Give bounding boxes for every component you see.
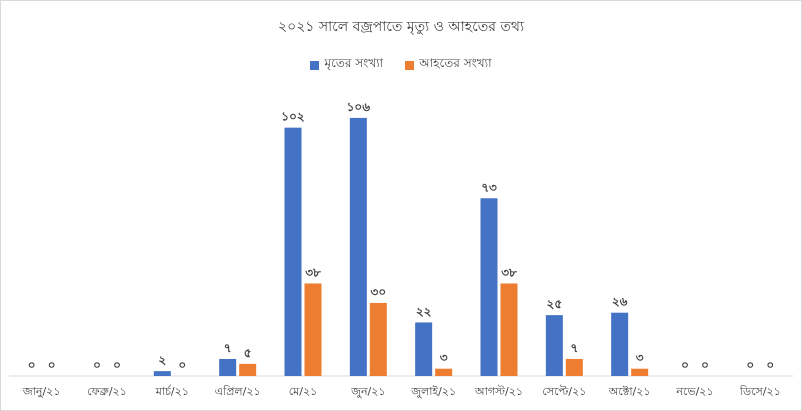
bar-deaths: [545, 315, 563, 376]
data-label-injured: ০: [701, 358, 709, 372]
data-label-injured: ৫: [244, 346, 252, 360]
data-label-injured: ৩৮: [305, 265, 321, 279]
bar-injured: [239, 363, 257, 376]
x-tick-label: ডিসে/২১: [739, 385, 781, 398]
bar-deaths: [415, 322, 433, 376]
x-tick-label: জুলাই/২১: [410, 385, 456, 398]
x-tick-label: মার্চ/২১: [155, 385, 189, 398]
bar-deaths: [480, 198, 498, 376]
data-label-injured: ০: [766, 358, 774, 372]
bar-injured: [500, 283, 518, 376]
x-tick-label: আগস্ট/২১: [474, 385, 523, 398]
data-label-deaths: ০: [28, 358, 36, 372]
bar-injured: [435, 368, 453, 376]
data-label-deaths: ২: [158, 353, 166, 367]
data-label-injured: ৩৮: [501, 265, 517, 279]
x-tick-label: ফেব্রু/২১: [87, 385, 127, 398]
bar-injured: [631, 368, 649, 376]
legend-label-deaths: মৃতের সংখ্যা: [324, 56, 384, 70]
x-tick-label: জুন/২১: [350, 385, 385, 398]
data-label-injured: ৩০: [371, 285, 387, 299]
chart-title: ২০২১ সালে বজ্রপাতে মৃত্যু ও আহতের তথ্য: [277, 19, 525, 35]
bar-deaths: [349, 117, 367, 377]
data-label-deaths: ২৫: [547, 297, 563, 311]
x-tick-label: অক্টো/২১: [608, 385, 651, 398]
data-label-deaths: ৭৩: [481, 180, 497, 194]
legend-swatch-deaths: [310, 60, 320, 70]
legend-item-injured: আহতের সংখ্যা: [405, 55, 492, 75]
bar-injured: [369, 302, 387, 376]
data-label-deaths: ১০২: [281, 110, 305, 124]
data-label-injured: ০: [48, 358, 56, 372]
data-label-injured: ০: [113, 358, 121, 372]
x-tick-label: সেপ্টে/২১: [542, 385, 586, 398]
x-tick-label: এপ্রিল/২১: [215, 385, 261, 398]
legend: মৃতের সংখ্যা আহতের সংখ্যা: [1, 55, 801, 75]
bar-injured: [304, 283, 322, 376]
legend-label-injured: আহতের সংখ্যা: [419, 56, 492, 70]
data-label-injured: ৩: [440, 351, 448, 365]
legend-item-deaths: মৃতের সংখ্যা: [310, 55, 383, 75]
data-label-deaths: ২২: [416, 304, 432, 318]
data-label-deaths: ০: [93, 358, 101, 372]
x-tick-label: জানু/২১: [22, 385, 61, 398]
bar-deaths: [611, 312, 629, 376]
data-label-injured: ০: [178, 358, 186, 372]
bar-deaths: [219, 358, 237, 376]
data-label-deaths: ১০৬: [347, 100, 371, 114]
data-label-injured: ৩: [636, 351, 644, 365]
data-label-deaths: ২৬: [612, 295, 628, 309]
bar-deaths: [284, 127, 302, 376]
data-label-injured: ৭: [570, 341, 578, 355]
bar-injured: [565, 358, 583, 376]
legend-swatch-injured: [405, 60, 415, 70]
data-label-deaths: ০: [746, 358, 754, 372]
x-tick-label: নভে/২১: [675, 385, 713, 398]
data-label-deaths: ৭: [224, 341, 232, 355]
data-label-deaths: ০: [681, 358, 689, 372]
x-tick-label: মে/২১: [289, 385, 318, 398]
bar-deaths: [153, 371, 171, 376]
